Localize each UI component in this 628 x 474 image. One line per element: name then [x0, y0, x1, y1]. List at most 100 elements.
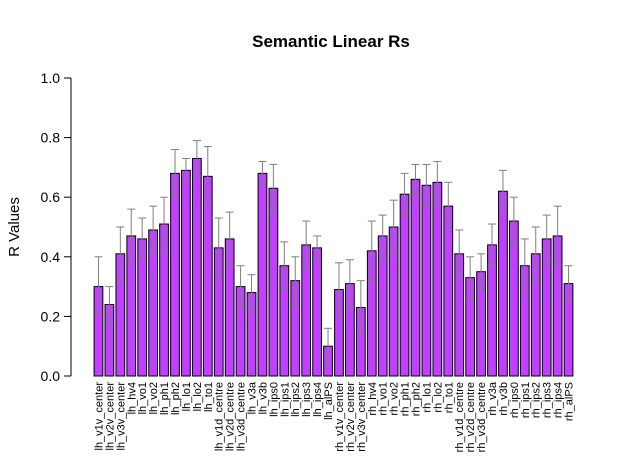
error-bar-rh_v2d_centre — [466, 256, 475, 300]
error-bar-rh_v1d_centre — [455, 229, 464, 279]
x-tick-label: rh_ips2 — [531, 382, 543, 418]
error-bar-lh_v3d_centre — [236, 265, 245, 308]
x-tick-label: lh_to1 — [203, 382, 215, 412]
error-bar-rh_vo2 — [389, 199, 398, 255]
x-tick-label: rh_v1v_center — [334, 382, 346, 452]
x-tick-label: lh_vo2 — [148, 382, 160, 414]
error-bar-lh_ips0 — [269, 163, 278, 213]
y-tick-label: 0.4 — [41, 249, 61, 265]
error-bar-lh_ips4 — [313, 235, 322, 261]
error-bar-rh_ph1 — [400, 172, 409, 216]
bar-rh_lo1 — [421, 184, 432, 377]
x-tick-label: rh_ph2 — [410, 382, 422, 416]
bar-rh_v3b — [498, 190, 508, 377]
error-bar-rh_ips3 — [542, 214, 551, 264]
x-tick-label: lh_v3d_centre — [236, 382, 248, 451]
x-tick-label: lh_ph1 — [159, 382, 171, 415]
error-bar-rh_hv4 — [367, 220, 376, 282]
error-bar-lh_ph2 — [170, 149, 179, 198]
x-tick-label: lh_ips1 — [279, 382, 291, 417]
x-tick-label: lh_v3a — [247, 381, 259, 414]
error-bar-lh_ips1 — [280, 241, 289, 291]
bar-rh_to1 — [443, 205, 454, 377]
x-tick-label: lh_v3b — [257, 382, 269, 414]
bar-lh_v3b — [257, 172, 268, 377]
bar-rh_ph1 — [399, 193, 410, 377]
error-bar-rh_v3d_centre — [477, 253, 486, 291]
x-tick-label: lh_vo1 — [137, 382, 149, 414]
x-tick-label: rh_v3a — [487, 381, 499, 416]
error-bar-lh_v2v_center — [105, 286, 114, 326]
error-bar-rh_lo2 — [433, 160, 442, 204]
y-tick-label: 0.6 — [41, 189, 61, 205]
x-tick-label: rh_ips4 — [553, 382, 565, 418]
y-tick-label: 0.2 — [41, 308, 61, 324]
error-bar-rh_ips4 — [553, 205, 562, 267]
x-tick-label: lh_alPS — [323, 382, 335, 420]
bar-rh_lo2 — [432, 181, 443, 377]
error-bar-lh_v1v_center — [94, 256, 103, 314]
y-axis-label: R Values — [6, 197, 23, 257]
error-bar-lh_lo1 — [181, 157, 190, 183]
x-tick-label: lh_v1v_center — [93, 382, 105, 451]
bar-lh_ips0 — [268, 187, 279, 377]
x-tick-label: rh_lo2 — [432, 382, 444, 413]
x-tick-label: lh_v2v_center — [104, 382, 116, 451]
x-tick-label: lh_lo2 — [192, 382, 204, 411]
error-bar-lh_v1d_centre — [214, 217, 223, 279]
error-bar-lh_v3a — [247, 274, 256, 311]
x-tick-label: rh_hv4 — [367, 382, 379, 416]
x-tick-label: rh_v2d_centre — [465, 382, 477, 452]
x-tick-label: rh_alPS — [564, 382, 576, 421]
y-tick-label: 1.0 — [41, 70, 61, 86]
error-bar-rh_ips1 — [520, 238, 529, 294]
x-tick-label: lh_lo1 — [181, 382, 193, 411]
x-tick-label: rh_to1 — [443, 382, 455, 413]
x-tick-label: rh_v1d_centre — [454, 382, 466, 452]
error-bar-rh_to1 — [444, 181, 453, 231]
error-bars-group — [94, 140, 573, 365]
error-bar-lh_vo1 — [138, 217, 147, 261]
x-tick-label: rh_v3b — [498, 382, 510, 416]
x-tick-label: lh_ips3 — [301, 382, 313, 417]
error-bar-lh_ph1 — [160, 196, 169, 252]
error-bar-rh_v3v_center — [356, 280, 365, 335]
bar-lh_ips4 — [312, 247, 322, 377]
x-tick-label: rh_v2v_center — [345, 382, 357, 452]
error-bar-rh_ips0 — [509, 196, 518, 246]
x-tick-label: lh_ips0 — [268, 382, 280, 417]
error-bar-lh_vo2 — [149, 205, 158, 255]
x-tick-label: rh_lo1 — [421, 382, 433, 413]
error-bar-lh_v2d_centre — [225, 211, 234, 267]
x-tick-label: lh_ips2 — [290, 382, 302, 417]
y-tick-label: 0.8 — [41, 130, 61, 146]
error-bar-lh_ips3 — [302, 220, 311, 270]
bar-rh_ph2 — [410, 178, 421, 377]
x-tick-label: lh_v2d_centre — [225, 382, 237, 451]
bar-lh_lo2 — [191, 157, 202, 377]
x-tick-label: rh_ips0 — [509, 382, 521, 418]
error-bar-rh_alPS — [564, 265, 573, 302]
bars-group — [93, 157, 574, 377]
x-tick-label: rh_vo2 — [389, 382, 401, 416]
error-bar-rh_ph2 — [411, 163, 420, 195]
error-bar-rh_v2v_center — [345, 259, 354, 308]
x-tick-label: lh_v3v_center — [115, 382, 127, 451]
x-tick-label: lh_hv4 — [126, 382, 138, 414]
error-bar-rh_vo1 — [378, 214, 387, 258]
x-tick-label: rh_ips3 — [542, 382, 554, 418]
error-bar-lh_alPS — [324, 327, 333, 365]
error-bar-lh_ips2 — [291, 256, 300, 305]
x-tick-label: rh_v3v_center — [356, 382, 368, 452]
x-tick-labels: lh_v1v_centerlh_v2v_centerlh_v3v_centerl… — [93, 381, 575, 452]
error-bar-rh_v1v_center — [334, 262, 343, 317]
error-bar-rh_v3b — [498, 169, 507, 213]
error-bar-rh_lo1 — [422, 163, 431, 207]
error-bar-rh_ips2 — [531, 226, 540, 282]
bar-lh_lo1 — [181, 169, 191, 377]
x-tick-label: lh_ips4 — [312, 382, 324, 417]
x-tick-label: lh_ph2 — [170, 382, 182, 415]
error-bar-lh_lo2 — [192, 140, 201, 177]
error-bar-lh_v3v_center — [116, 226, 125, 285]
bar-lh_ph2 — [170, 172, 180, 377]
